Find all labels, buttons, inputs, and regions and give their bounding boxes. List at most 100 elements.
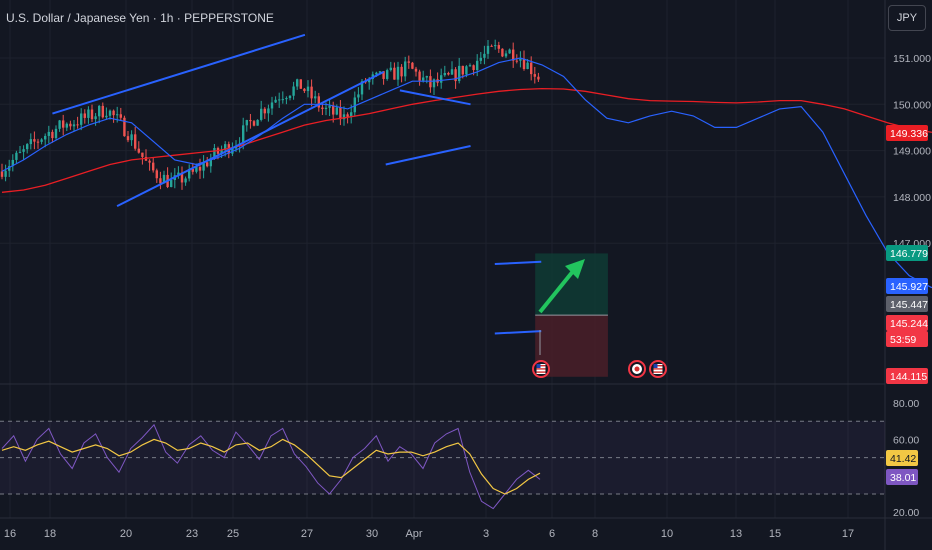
- candle-body: [461, 65, 464, 75]
- candle-body: [303, 88, 306, 92]
- price-label-tag[interactable]: 144.115: [886, 368, 928, 384]
- price-label-tag[interactable]: 145.927: [886, 278, 928, 294]
- candle-body: [533, 74, 536, 77]
- price-axis[interactable]: 151.000150.000149.000148.000147.000149.3…: [886, 53, 931, 519]
- candle-body: [26, 144, 29, 150]
- candle-body: [278, 99, 281, 101]
- price-label-bg: [886, 125, 928, 141]
- candle-body: [0, 171, 4, 177]
- price-label-text: 145.927: [890, 281, 928, 293]
- candle-body: [101, 105, 104, 118]
- candle-body: [350, 112, 353, 117]
- price-label-text: 144.115: [890, 371, 927, 383]
- rsi-ma-line: [1, 438, 541, 495]
- candle-body: [65, 123, 68, 128]
- time-tick-label: 20: [120, 528, 132, 540]
- trend-drawings[interactable]: [52, 33, 585, 355]
- flag-canton: [653, 364, 658, 368]
- price-label-tag[interactable]: 146.779: [886, 245, 928, 261]
- candle-body: [501, 48, 504, 57]
- candle-body: [321, 107, 324, 110]
- price-label-tag[interactable]: 145.244: [886, 315, 928, 331]
- price-tick-label: 150.000: [893, 99, 931, 111]
- time-tick-label: 8: [592, 528, 598, 540]
- candle-body: [184, 178, 187, 183]
- candle-body: [375, 72, 378, 75]
- price-label-bg: [886, 368, 928, 384]
- candle-body: [310, 86, 313, 99]
- candle-body: [483, 53, 486, 58]
- candle-body: [130, 134, 133, 141]
- trendline[interactable]: [385, 144, 471, 166]
- candle-body: [396, 66, 400, 80]
- time-tick-label: 18: [44, 528, 56, 540]
- candle-body: [51, 131, 54, 139]
- time-axis[interactable]: 16 18 20 23 25 27 30 Apr 3 6 8 10 13 15 17: [4, 528, 854, 540]
- trendline[interactable]: [399, 89, 471, 106]
- candle-body: [76, 124, 79, 126]
- trendline[interactable]: [494, 260, 542, 266]
- us-event-icon[interactable]: [649, 360, 667, 378]
- time-tick-label: 3: [483, 528, 489, 540]
- candle-body: [522, 58, 526, 70]
- candle-body: [112, 110, 115, 116]
- candle-body: [386, 70, 389, 79]
- fast-ma-line: [1, 57, 932, 289]
- time-tick-label: 13: [730, 528, 742, 540]
- candle-body: [162, 174, 166, 184]
- candle-body: [137, 148, 140, 153]
- candle-body: [119, 114, 122, 118]
- price-label-bg: [886, 315, 928, 331]
- price-label-tag[interactable]: 149.336: [886, 125, 928, 141]
- candle-body: [508, 49, 511, 54]
- candle-body: [432, 79, 436, 88]
- candle-body: [465, 66, 468, 75]
- trendline[interactable]: [494, 330, 542, 335]
- candle-body: [324, 107, 328, 110]
- candle-body: [296, 79, 299, 87]
- price-label-tag[interactable]: 145.447: [886, 296, 928, 312]
- symbol-title: U.S. Dollar / Japanese Yen · 1h · PEPPER…: [6, 11, 274, 25]
- time-tick-label: 23: [186, 528, 198, 540]
- candle-body: [332, 105, 335, 115]
- candle-body: [220, 150, 223, 154]
- price-label-bg: [886, 331, 928, 347]
- us-event-icon[interactable]: [532, 360, 550, 378]
- candle-body: [152, 162, 155, 171]
- candle-body: [62, 120, 65, 128]
- rsi-tick-label: 20.00: [893, 507, 919, 519]
- flag-canton: [536, 364, 541, 368]
- trendline[interactable]: [116, 70, 385, 208]
- candle-body: [270, 102, 274, 109]
- candle-body: [195, 167, 198, 172]
- candle-body: [346, 114, 349, 117]
- trendline[interactable]: [52, 33, 306, 115]
- target-arrow-head[interactable]: [565, 259, 585, 279]
- candle-body: [497, 45, 500, 49]
- candle-body: [530, 62, 533, 75]
- candle-body: [155, 170, 158, 179]
- candle-body: [519, 58, 522, 61]
- price-label-text: 53:59: [890, 334, 916, 346]
- price-label-text: 146.779: [890, 248, 928, 260]
- currency-button[interactable]: JPY: [888, 5, 926, 31]
- candle-body: [245, 120, 248, 126]
- candle-body: [476, 60, 479, 71]
- candle-body: [54, 128, 58, 139]
- candle-body: [515, 60, 518, 62]
- candle-body: [242, 125, 245, 144]
- price-label-tag[interactable]: 53:59: [886, 331, 928, 347]
- candle-body: [69, 123, 72, 127]
- candle-body: [33, 139, 36, 142]
- rsi-value-tag[interactable]: 41.42: [886, 450, 918, 466]
- candle-body: [472, 65, 475, 71]
- price-tick-label: 148.000: [893, 192, 931, 204]
- rsi-value-text: 41.42: [890, 453, 916, 465]
- candle-body: [411, 62, 414, 69]
- candle-body: [202, 162, 205, 171]
- economic-events[interactable]: [532, 360, 667, 378]
- jp-event-icon[interactable]: [628, 360, 646, 378]
- target-arrow-shaft[interactable]: [538, 268, 576, 314]
- rsi-value-tag[interactable]: 38.01: [886, 469, 918, 485]
